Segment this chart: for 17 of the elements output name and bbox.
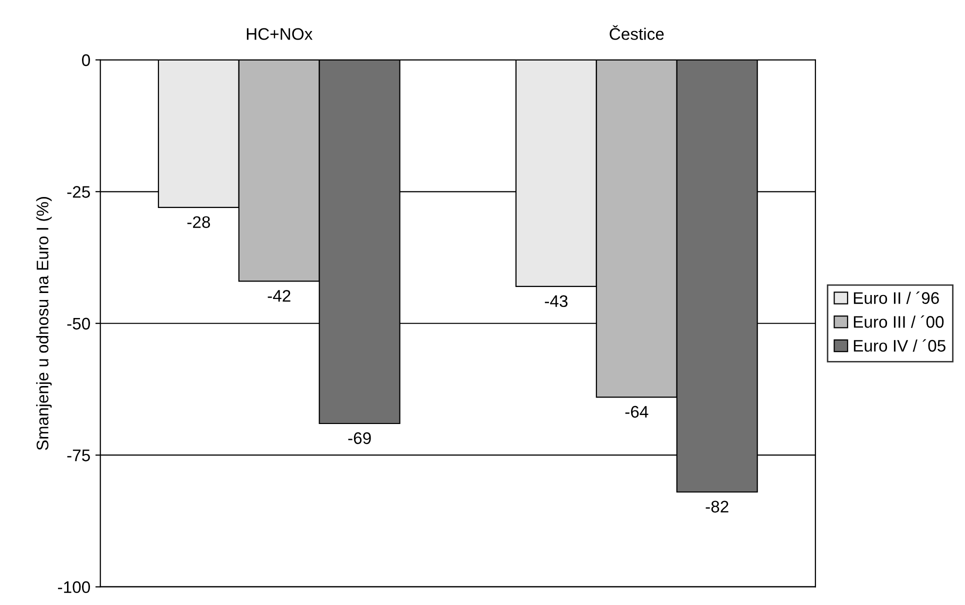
y-tick-label: 0 (82, 54, 90, 66)
y-tick-label: -25 (67, 186, 90, 198)
legend-label: Euro IV / ´05 (854, 339, 946, 352)
y-tick-label: -100 (58, 581, 90, 594)
data-label: -42 (268, 290, 290, 302)
data-label: -43 (544, 295, 568, 308)
y-tick-label: -50 (67, 318, 90, 330)
data-label: -69 (348, 432, 371, 444)
y-axis-title: Smanjenje u odnosu na Euro I (%) (36, 197, 52, 450)
x-tick-label: Čestice (610, 25, 664, 40)
data-label: -82 (706, 500, 728, 513)
y-tick-label: -75 (67, 450, 90, 462)
x-tick-label: HC+NOx (246, 28, 313, 40)
legend-label: Euro III / ´00 (854, 315, 944, 328)
data-label: -28 (187, 216, 210, 228)
legend-label: Euro II / ´96 (854, 292, 939, 304)
data-label: -64 (625, 406, 648, 418)
